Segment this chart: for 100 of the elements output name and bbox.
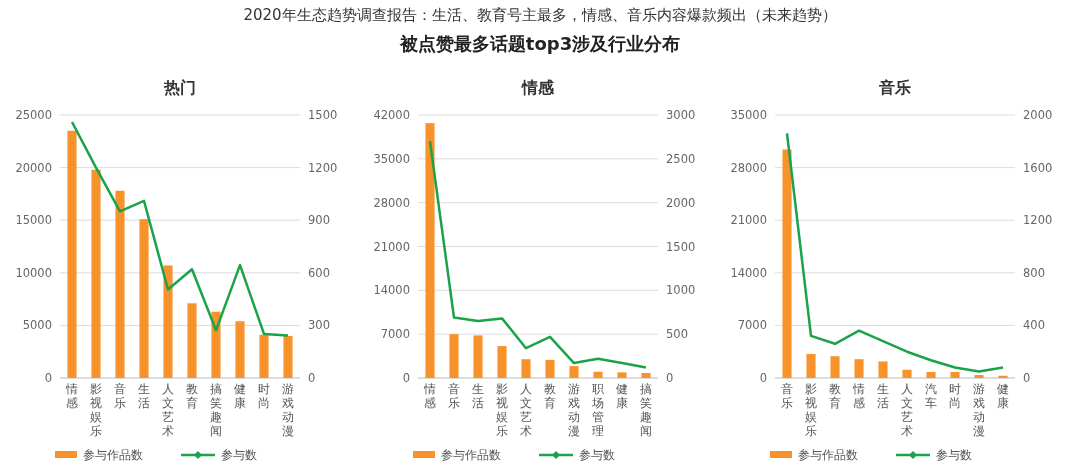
bar (283, 335, 293, 378)
y2-tick-label: 1500 (666, 239, 696, 254)
bar (211, 311, 221, 378)
line-series (785, 132, 1005, 373)
bar (593, 371, 603, 378)
y2-tick-label: 800 (1023, 265, 1045, 280)
y2-tick-label: 600 (308, 265, 330, 280)
bar (902, 369, 912, 378)
y2-tick-label: 1200 (308, 160, 338, 175)
bar (641, 372, 651, 378)
legend-label: 参与数 (221, 448, 257, 462)
y2-tick-label: 1600 (1023, 160, 1053, 175)
text: 2020年生态趋势调查报告：生活、教育号主最多，情感、音乐内容爆款频出（未来趋势） (243, 6, 837, 24)
y-tick-label: 0 (759, 371, 767, 385)
bar (878, 361, 888, 378)
y2-tick-label: 300 (308, 318, 330, 333)
x-tick-label: 时尚 (258, 382, 270, 410)
y2-tick-label: 1000 (666, 283, 696, 298)
x-tick-label: 健康 (616, 382, 628, 410)
y-tick-label: 21000 (373, 239, 410, 254)
x-tick-label: 音乐 (114, 382, 126, 410)
y2-tick-label: 2000 (1023, 108, 1053, 122)
bar (115, 190, 125, 378)
y-tick-label: 21000 (730, 213, 767, 228)
x-tick-label: 影视娱乐 (90, 382, 102, 438)
bar (926, 371, 936, 378)
x-tick-label: 生活 (877, 382, 889, 410)
x-tick-label: 音乐 (448, 382, 460, 410)
bar (521, 359, 531, 378)
y-tick-label: 35000 (373, 151, 410, 166)
legend-label: 参与数 (936, 448, 972, 462)
y-tick-label: 14000 (373, 283, 410, 298)
x-tick-label: 情感 (423, 382, 436, 410)
bar (974, 374, 984, 378)
x-tick-label: 搞笑趣闻 (210, 382, 222, 438)
x-tick-label: 生活 (472, 382, 484, 410)
bar (569, 366, 579, 378)
bar (235, 321, 245, 378)
y2-tick-label: 0 (308, 371, 316, 385)
y2-tick-label: 2500 (666, 151, 696, 166)
bar (830, 356, 840, 378)
bar (425, 123, 435, 378)
legend-label: 参与作品数 (441, 448, 501, 462)
legend-label: 参与数 (579, 448, 615, 462)
y-tick-label: 5000 (22, 318, 52, 333)
x-tick-label: 影视娱乐 (496, 382, 508, 438)
x-tick-label: 教育 (186, 382, 198, 410)
legend-label: 参与作品数 (83, 448, 143, 462)
x-tick-label: 健康 (234, 382, 246, 410)
x-tick-label: 汽车 (925, 382, 937, 410)
line-series (70, 120, 290, 337)
y-tick-label: 15000 (15, 213, 52, 228)
y2-tick-label: 0 (666, 371, 674, 385)
bar (449, 334, 459, 378)
y-tick-label: 35000 (730, 108, 767, 122)
chart-title: 热门 (163, 78, 196, 97)
bar (163, 265, 173, 378)
y-tick-label: 28000 (373, 195, 410, 210)
x-tick-label: 游戏动漫 (282, 382, 294, 438)
x-tick-label: 人文艺术 (901, 382, 913, 438)
y-tick-label: 7000 (737, 318, 767, 333)
bar (854, 359, 864, 378)
bar (187, 303, 197, 378)
y2-tick-label: 1200 (1023, 213, 1053, 228)
x-tick-label: 生活 (138, 382, 150, 410)
x-tick-label: 游戏动漫 (568, 382, 580, 438)
y-tick-label: 20000 (15, 160, 52, 175)
y-tick-label: 10000 (15, 265, 52, 280)
chart-title: 情感 (521, 78, 555, 97)
bar (139, 219, 149, 378)
y-tick-label: 7000 (380, 327, 410, 342)
bar (497, 346, 507, 378)
y2-tick-label: 0 (1023, 371, 1031, 385)
x-tick-label: 人文艺术 (162, 382, 174, 438)
bar (806, 353, 816, 378)
bar (617, 372, 627, 378)
bar (545, 359, 555, 378)
y-tick-label: 14000 (730, 265, 767, 280)
y2-tick-label: 3000 (666, 108, 696, 122)
x-tick-label: 教育 (829, 382, 841, 410)
y2-tick-label: 2000 (666, 195, 696, 210)
y-tick-label: 0 (402, 371, 410, 385)
x-tick-label: 情感 (852, 382, 865, 410)
y-tick-label: 25000 (15, 108, 52, 122)
bar (259, 334, 269, 378)
text: 被点赞最多话题top3涉及行业分布 (398, 33, 681, 54)
y2-tick-label: 900 (308, 213, 330, 228)
x-tick-label: 健康 (997, 382, 1009, 410)
chart-title: 音乐 (878, 78, 911, 97)
y-tick-label: 42000 (373, 108, 410, 122)
x-tick-label: 职场管理 (591, 382, 604, 438)
x-tick-label: 音乐 (781, 382, 793, 410)
x-tick-label: 时尚 (949, 382, 961, 410)
y-tick-label: 28000 (730, 160, 767, 175)
bar (950, 371, 960, 378)
line-series (428, 140, 648, 369)
y2-tick-label: 1500 (308, 108, 338, 122)
x-tick-label: 搞笑趣闻 (640, 382, 652, 438)
bar (67, 130, 77, 378)
bar (473, 335, 483, 378)
